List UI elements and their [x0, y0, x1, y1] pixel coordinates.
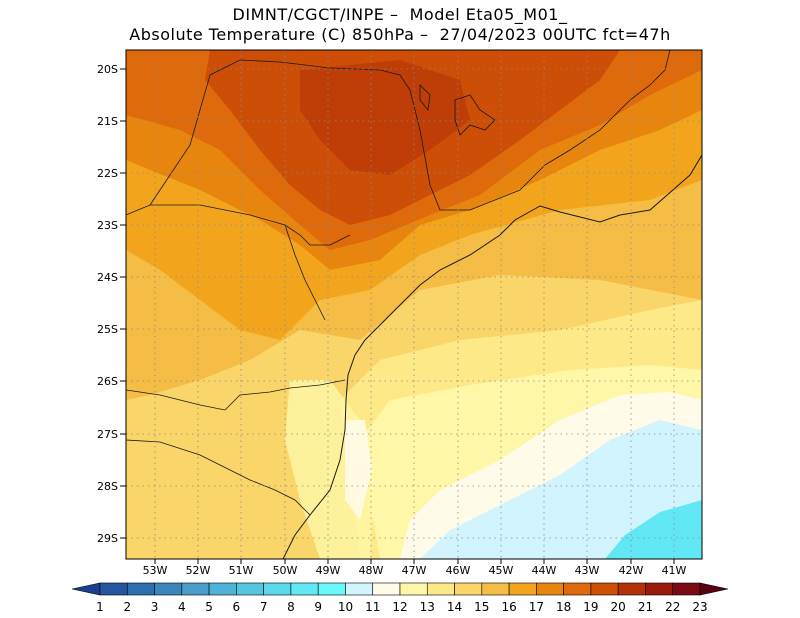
colorbar: 1 2 3 4 5 6 7 8 9 10 11 12 13 14 15 16 17 18 19 20 21 22 23 [71, 582, 729, 614]
colorbar-swatch [645, 582, 674, 596]
colorbar-label: 23 [692, 600, 707, 614]
reservoir-furnas [454, 94, 496, 136]
colorbar-label: 17 [529, 600, 544, 614]
lon-label: 45W [489, 564, 514, 577]
lat-label: 25S [97, 323, 118, 336]
colorbar-label: 14 [447, 600, 462, 614]
field-21c [300, 60, 470, 175]
lon-label: 42W [619, 564, 644, 577]
colorbar-swatch [590, 582, 619, 596]
map-title-line2: Absolute Temperature (C) 850hPa – 27/04/… [129, 25, 671, 44]
lat-label: 27S [97, 428, 118, 441]
colorbar-label: 12 [392, 600, 407, 614]
lat-labels: 20S 21S 22S 23S 24S 25S 26S 27S 28S 29S [97, 63, 118, 545]
colorbar-label: 9 [314, 600, 322, 614]
colorbar-swatch [317, 582, 346, 596]
colorbar-label: 7 [260, 600, 268, 614]
lat-label: 20S [97, 63, 118, 76]
colorbar-low-arrow [71, 582, 101, 596]
colorbar-swatch [481, 582, 510, 596]
colorbar-swatch [290, 582, 319, 596]
colorbar-label: 21 [638, 600, 653, 614]
colorbar-swatch [508, 582, 537, 596]
colorbar-swatch [154, 582, 183, 596]
coastline [282, 154, 702, 559]
lat-label: 26S [97, 375, 118, 388]
colorbar-swatch [236, 582, 264, 596]
lon-label: 51W [229, 564, 254, 577]
map-title-line1: DIMNT/CGCT/INPE – Model Eta05_M01_ [232, 5, 568, 24]
lon-label: 43W [575, 564, 600, 577]
field-cold-core [605, 500, 702, 559]
state-border-river [284, 224, 326, 321]
lat-label: 29S [97, 532, 118, 545]
state-border-ms [149, 74, 211, 206]
temperature-field [126, 50, 702, 559]
colorbar-label: 18 [556, 600, 571, 614]
lon-label: 50W [273, 564, 298, 577]
lon-label: 41W [662, 564, 687, 577]
colorbar-label: 15 [474, 600, 489, 614]
colorbar-swatch [126, 582, 155, 596]
lat-label: 24S [97, 271, 118, 284]
lon-label: 47W [402, 564, 427, 577]
state-border-sc-rs [126, 439, 311, 516]
state-border-mg-sp [209, 50, 671, 211]
colorbar-label: 5 [205, 600, 213, 614]
colorbar-label: 19 [583, 600, 598, 614]
lon-labels: 53W 52W 51W 50W 49W 48W 47W 46W 45W 44W … [143, 564, 687, 577]
lon-label: 52W [186, 564, 211, 577]
colorbar-swatch [181, 582, 210, 596]
lon-label: 48W [359, 564, 384, 577]
colorbar-label: 8 [287, 600, 295, 614]
colorbar-swatch [263, 582, 292, 596]
lon-label: 44W [532, 564, 557, 577]
reservoir-north [419, 84, 431, 111]
lon-tick-marks [154, 559, 675, 564]
colorbar-swatch [426, 582, 455, 596]
colorbar-label: 22 [665, 600, 680, 614]
lon-label: 53W [143, 564, 168, 577]
colorbar-label: 6 [233, 600, 241, 614]
state-border-pr-sc [126, 379, 346, 411]
colorbar-label: 13 [420, 600, 435, 614]
colorbar-label: 11 [365, 600, 380, 614]
field-coastal-12c [345, 420, 372, 520]
colorbar-label: 1 [96, 600, 104, 614]
colorbar-swatch [99, 582, 128, 596]
graticule [126, 50, 702, 559]
colorbar-swatch [617, 582, 646, 596]
lon-label: 46W [446, 564, 471, 577]
lat-label: 28S [97, 480, 118, 493]
colorbar-swatch [372, 582, 401, 596]
colorbar-label: 16 [501, 600, 516, 614]
lat-label: 23S [97, 219, 118, 232]
colorbar-label: 10 [338, 600, 353, 614]
colorbar-swatch [536, 582, 564, 596]
colorbar-swatch [563, 582, 592, 596]
colorbar-swatch [672, 582, 701, 596]
colorbar-label: 4 [178, 600, 186, 614]
colorbar-swatch [454, 582, 483, 596]
colorbar-swatch [208, 582, 237, 596]
lat-tick-marks [120, 68, 126, 539]
lat-label: 21S [97, 115, 118, 128]
colorbar-high-arrow [699, 582, 729, 596]
lon-label: 49W [316, 564, 341, 577]
lat-label: 22S [97, 167, 118, 180]
colorbar-swatch [345, 582, 374, 596]
colorbar-label: 3 [151, 600, 159, 614]
field-11c [420, 420, 702, 559]
colorbar-swatch [399, 582, 428, 596]
colorbar-label: 20 [611, 600, 626, 614]
colorbar-label: 2 [123, 600, 131, 614]
